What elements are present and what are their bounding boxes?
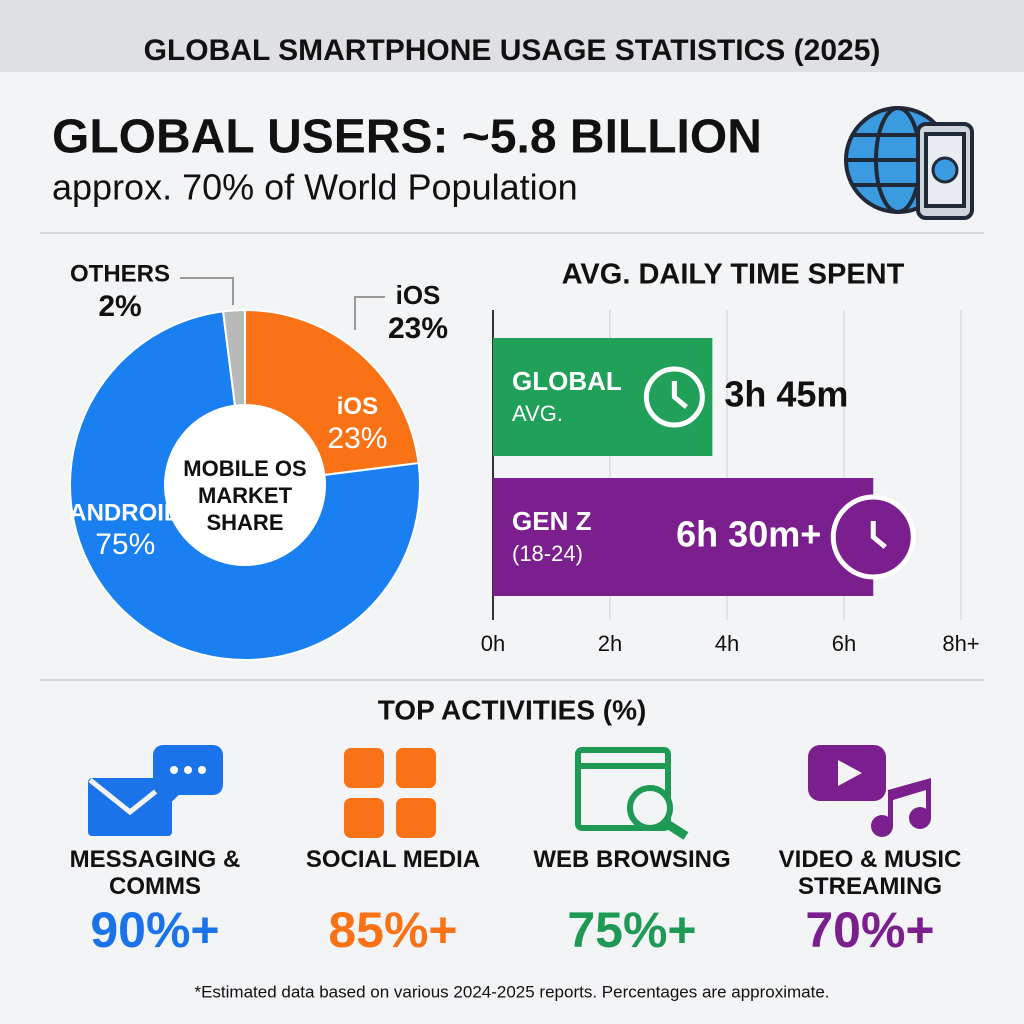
page-title: GLOBAL SMARTPHONE USAGE STATISTICS (2025… (144, 34, 881, 67)
slice-value: 23% (327, 422, 387, 455)
pie-hole (165, 405, 325, 565)
globe-phone-icon (844, 106, 974, 220)
activity-value: 85%+ (328, 902, 457, 958)
activity-label: VIDEO & MUSIC STREAMING (778, 846, 962, 900)
activity-value: 70%+ (805, 902, 934, 958)
callout-category: iOS (396, 280, 441, 310)
x-tick-label: 8h+ (942, 631, 979, 656)
pie-title: MOBILE OS MARKET SHARE (183, 456, 307, 535)
bar-sublabel: AVG. (512, 401, 563, 426)
clock-icon (643, 366, 705, 428)
x-tick-label: 2h (598, 631, 622, 656)
activity-value: 75%+ (567, 902, 696, 958)
leader-line (354, 296, 385, 330)
activity-label: SOCIAL MEDIA (305, 846, 481, 873)
clock-hands (870, 521, 887, 549)
subheadline: approx. 70% of World Population (52, 167, 578, 208)
bar (493, 338, 713, 456)
callout-value: 2% (98, 290, 141, 323)
pie-slice (69, 310, 421, 661)
slice-value: 75% (95, 528, 155, 561)
x-tick-label: 0h (481, 631, 505, 656)
x-tick-label: 4h (715, 631, 739, 656)
x-tick-label: 6h (832, 631, 856, 656)
bar-chart-title: AVG. DAILY TIME SPENT (562, 259, 905, 291)
social-icon (344, 748, 436, 838)
browser-icon (575, 747, 689, 840)
clock-hands (671, 381, 688, 409)
bar-value: 3h 45m (724, 374, 848, 415)
leader-line (180, 277, 234, 305)
bar-value: 6h 30m+ (676, 514, 821, 555)
slice-category: iOS (337, 393, 378, 420)
activity-value: 90%+ (90, 902, 219, 958)
bar-category: GLOBAL (512, 366, 622, 396)
activity-label: MESSAGING & COMMS (69, 846, 241, 900)
callout-value: 23% (388, 312, 448, 345)
messaging-icon (88, 745, 223, 836)
media-icon (808, 745, 931, 837)
callout-category: OTHERS (70, 260, 170, 287)
slice-category: ANDROID (69, 500, 181, 527)
headline: GLOBAL USERS: ~5.8 BILLION (52, 111, 762, 164)
bar-sublabel: (18-24) (512, 541, 583, 566)
header-bar (0, 0, 1024, 72)
footnote: *Estimated data based on various 2024-20… (194, 982, 829, 1001)
activities-title: TOP ACTIVITIES (%) (378, 694, 647, 725)
bar (493, 478, 874, 596)
activity-label: WEB BROWSING (533, 846, 731, 873)
bar-category: GEN Z (512, 506, 592, 536)
